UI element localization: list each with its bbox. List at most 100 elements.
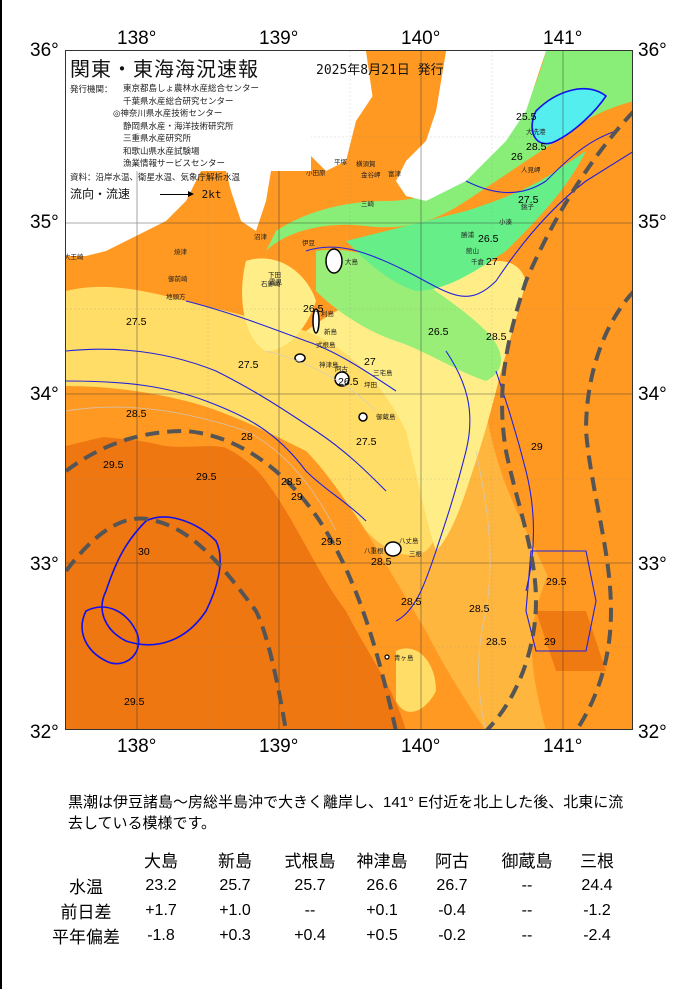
issuer-item: 千葉県水産総合研究センター [123,96,234,107]
isotherm-label: 26.5 [428,326,449,338]
lat-label-right-33: 33° [638,554,667,575]
table-cell: -2.4 [583,926,611,944]
place-label: 人見岬 [521,166,541,174]
isotherm-label: 30 [138,546,150,558]
table-cell: 25.7 [219,876,251,894]
issuer-item: 和歌山県水産試験場 [123,146,200,157]
issuer-item: 静岡県水産・海洋技術研究所 [123,121,234,132]
place-label: 八重根 [364,547,384,555]
isotherm-label: 28.5 [486,331,507,343]
isotherm-label: 29 [291,491,303,503]
table-row: 平年偏差 -1.8 +0.3 +0.4 +0.5 -0.2 -- -2.4 [46,923,626,948]
lat-label-left-35: 35° [30,212,59,233]
place-label: 八丈島 [399,537,419,545]
station-header: 御蔵島 [501,851,553,871]
place-label: 沼津 [254,233,267,241]
isotherm-label: 26 [511,151,523,163]
flow-legend-label: 流向・流速 [70,187,131,201]
row-label: 前日差 [60,903,112,922]
isotherm-label: 27.5 [126,316,147,328]
lon-label-bottom-140: 140° [401,736,441,757]
table-cell: +1.7 [145,901,177,919]
place-label: 利島 [321,310,334,318]
isotherm-label: 29.5 [103,459,124,471]
sea-temperature-map: 29.5 27.5 28 28.5 28.5 29 29.5 29.5 30 2… [65,50,633,730]
isotherm-label: 28.5 [281,476,302,488]
map-canvas [66,51,632,729]
place-label: 館山 [466,247,479,255]
table-cell: 23.2 [145,876,177,894]
isotherm-label: 29.5 [321,536,342,548]
issuer-item: 三重県水産研究所 [123,134,192,144]
issue-date: 2025年8月21日 発行 [316,63,444,78]
table-cell: +0.4 [294,926,326,944]
place-label: 三根 [409,550,422,558]
isotherm-label: 26.5 [478,233,499,245]
lat-label-right-32: 32° [638,722,667,743]
table-cell: +1.0 [219,901,251,919]
place-label: 式根島 [316,341,336,349]
place-label: 三崎 [361,200,374,208]
place-label: 伊豆 [302,239,315,247]
table-cell: +0.3 [219,926,251,944]
issuer-item: 東京都島しょ農林水産総合センター [123,84,260,94]
station-header: 式根島 [284,851,336,871]
isotherm-label: 28.5 [469,603,490,615]
place-label: 御蔵島 [376,413,396,421]
issuer-item: ◎神奈川県水産技術センター [113,109,223,119]
observation-table: 大島 新島 式根島 神津島 阿古 御蔵島 三根 水温 23.2 25.7 25.… [46,845,626,948]
table-cell: -1.8 [147,926,175,944]
place-label: 坪田 [364,381,377,389]
table-cell: 26.6 [366,876,398,894]
station-header: 神津島 [356,851,408,871]
isotherm-label: 29 [531,441,543,453]
isotherm-label: 27.5 [238,359,259,371]
place-label: 青ヶ島 [394,654,414,662]
isotherm-label: 27 [486,256,498,268]
lon-label-top-138: 138° [117,28,157,49]
station-header: 大島 [144,851,178,871]
lon-label-top-139: 139° [259,28,299,49]
row-label: 水温 [69,878,103,897]
lat-label-right-36: 36° [638,40,667,61]
map-title: 関東・東海海況速報 [70,57,259,81]
place-label: 大島 [345,258,358,266]
table-cell: -- [521,876,533,894]
flow-legend: 流向・流速 2kt [70,185,222,202]
station-header: 三根 [580,851,614,871]
lat-label-right-34: 34° [638,384,667,405]
isotherm-label: 26.5 [303,303,324,315]
issuer-list: 東京都島しょ農林水産総合センター 千葉県水産総合研究センター ◎神奈川県水産技術… [113,83,260,171]
summary-text: 黒潮は伊豆諸島～房総半島沖で大きく離岸し、141° E付近を北上した後、北東に流… [68,794,624,832]
place-label: 大洗港 [526,128,546,136]
isotherm-label: 28.5 [371,556,392,568]
isotherm-label: 29 [544,636,556,648]
place-label: 大王崎 [65,253,84,261]
lon-label-top-141: 141° [543,28,583,49]
lon-label-top-140: 140° [401,28,441,49]
lon-label-bottom-138: 138° [117,736,157,757]
station-header: 阿古 [435,851,469,871]
page-left-border [0,0,2,989]
isotherm-label: 28.5 [526,141,547,153]
table-cell: -0.2 [438,926,466,944]
lat-label-left-36: 36° [30,40,59,61]
table-cell: 26.7 [436,876,468,894]
isotherm-label: 25.5 [516,111,537,123]
place-label: 焼津 [174,248,187,256]
place-label: 富津 [388,170,401,178]
table-cell: -- [521,926,533,944]
table-cell: -- [521,901,533,919]
place-label: 阿古 [335,365,348,373]
table-row: 水温 23.2 25.7 25.7 26.6 26.7 -- 24.4 [46,873,626,898]
isotherm-label: 28.5 [401,596,422,608]
table-cell: 24.4 [581,876,613,894]
place-label: 雲見 [269,278,282,286]
place-label: 三宅島 [373,369,393,377]
isotherm-label: 27.5 [518,194,539,206]
arrow-right-icon [159,191,194,197]
place-label: 下田 [268,271,281,279]
place-label: 横須賀 [356,160,376,168]
header-blank [46,845,126,873]
place-label: 銚子 [521,203,534,211]
